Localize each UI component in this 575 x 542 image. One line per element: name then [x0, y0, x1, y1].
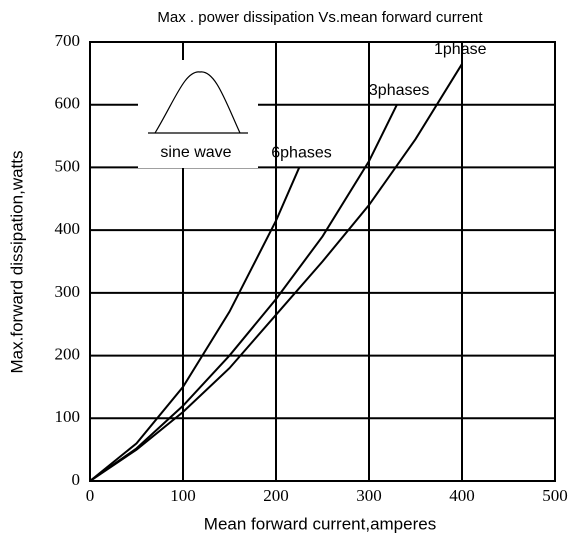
x-tick-label: 100	[170, 486, 196, 505]
line	[89, 167, 301, 482]
sine-wave-icon	[154, 71, 241, 134]
y-axis-label: Max.forward dissipation,watts	[7, 151, 26, 374]
x-axis-label: Mean forward current,amperes	[204, 514, 436, 533]
chart-title: Max . power dissipation Vs.mean forward …	[157, 9, 483, 26]
y-tick-label: 0	[72, 470, 81, 489]
y-tick-label: 300	[55, 282, 81, 301]
y-tick-label: 200	[55, 344, 81, 363]
y-tick-label: 100	[55, 407, 81, 426]
y-tick-label: 500	[55, 156, 81, 175]
x-tick-label: 200	[263, 486, 289, 505]
line	[89, 104, 398, 482]
line	[89, 63, 463, 482]
y-tick-label: 700	[55, 31, 81, 50]
x-tick-label: 400	[449, 486, 475, 505]
x-tick-label: 0	[86, 486, 95, 505]
inset-background	[138, 60, 258, 168]
series-label: 1phase	[434, 41, 487, 58]
x-tick-label: 300	[356, 486, 382, 505]
y-tick-label: 400	[55, 219, 81, 238]
y-tick-label: 600	[55, 94, 81, 113]
plot-frame	[89, 41, 556, 482]
series-label: 6phases	[271, 145, 332, 162]
annotation: sine wave	[160, 144, 231, 161]
series-label: 3phases	[369, 82, 430, 99]
x-tick-label: 500	[542, 486, 568, 505]
